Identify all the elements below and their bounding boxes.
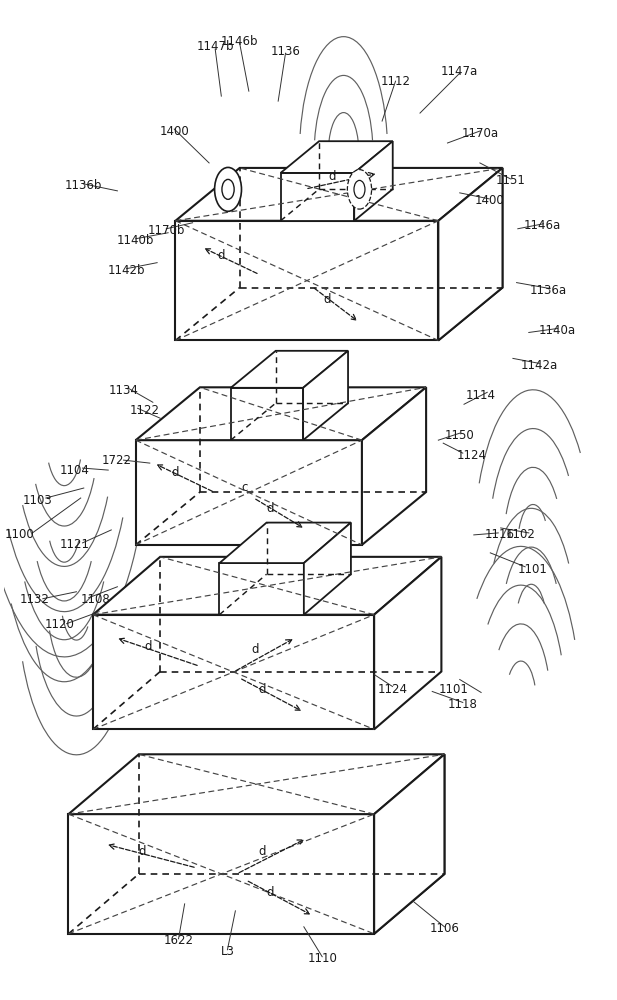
Text: d: d xyxy=(145,640,152,653)
Text: 1400: 1400 xyxy=(474,194,504,207)
Text: d: d xyxy=(172,466,179,479)
Text: 1142b: 1142b xyxy=(108,264,146,277)
Polygon shape xyxy=(93,557,441,615)
Polygon shape xyxy=(374,557,441,729)
Text: 1134: 1134 xyxy=(109,384,138,397)
Text: d: d xyxy=(252,643,259,656)
Circle shape xyxy=(347,170,371,209)
Polygon shape xyxy=(231,388,303,440)
Text: c: c xyxy=(241,481,247,494)
Text: 1108: 1108 xyxy=(81,593,111,606)
Text: 1722: 1722 xyxy=(101,454,131,467)
Text: 1150: 1150 xyxy=(445,429,474,442)
Polygon shape xyxy=(231,351,348,388)
Text: 1142a: 1142a xyxy=(521,359,558,372)
Circle shape xyxy=(222,179,234,199)
Text: 1112: 1112 xyxy=(381,75,410,88)
Text: 1102: 1102 xyxy=(506,528,536,541)
Text: d: d xyxy=(218,249,225,262)
Polygon shape xyxy=(362,387,426,545)
Text: 1106: 1106 xyxy=(429,922,460,935)
Text: 1622: 1622 xyxy=(164,934,194,947)
Polygon shape xyxy=(68,814,374,934)
Text: d: d xyxy=(138,845,146,858)
Text: 1147b: 1147b xyxy=(196,40,234,53)
Text: d: d xyxy=(267,886,274,899)
Text: 1114: 1114 xyxy=(466,389,496,402)
Text: 1100: 1100 xyxy=(5,528,35,541)
Polygon shape xyxy=(281,173,354,221)
Text: 1136: 1136 xyxy=(271,45,300,58)
Text: 1122: 1122 xyxy=(130,404,160,417)
Text: 1140b: 1140b xyxy=(117,234,154,247)
Polygon shape xyxy=(304,523,351,615)
Circle shape xyxy=(354,180,365,198)
Polygon shape xyxy=(354,141,393,221)
Polygon shape xyxy=(438,168,502,340)
Polygon shape xyxy=(220,563,304,615)
Polygon shape xyxy=(303,351,348,440)
Polygon shape xyxy=(136,440,362,545)
Text: 1146a: 1146a xyxy=(524,219,561,232)
Polygon shape xyxy=(281,141,393,173)
Text: d: d xyxy=(329,170,336,183)
Polygon shape xyxy=(374,754,444,934)
Text: 1400: 1400 xyxy=(159,125,189,138)
Text: d: d xyxy=(259,683,266,696)
Polygon shape xyxy=(175,168,502,221)
Circle shape xyxy=(215,167,241,211)
Text: 1120: 1120 xyxy=(44,618,74,631)
Polygon shape xyxy=(220,523,351,563)
Text: 1104: 1104 xyxy=(60,464,89,477)
Text: 1101: 1101 xyxy=(518,563,548,576)
Text: 1136a: 1136a xyxy=(530,284,567,297)
Polygon shape xyxy=(93,615,374,729)
Text: 1140a: 1140a xyxy=(539,324,576,337)
Text: 1147a: 1147a xyxy=(441,65,478,78)
Text: d: d xyxy=(267,502,274,515)
Text: 1121: 1121 xyxy=(60,538,89,551)
Text: 1124: 1124 xyxy=(378,683,407,696)
Text: 1146b: 1146b xyxy=(221,35,259,48)
Polygon shape xyxy=(438,168,502,340)
Text: d: d xyxy=(323,293,330,306)
Text: 1116: 1116 xyxy=(484,528,515,541)
Text: 1124: 1124 xyxy=(457,449,487,462)
Text: 1136b: 1136b xyxy=(65,179,102,192)
Text: 1170a: 1170a xyxy=(462,127,499,140)
Text: 1103: 1103 xyxy=(23,494,53,507)
Text: 1132: 1132 xyxy=(20,593,50,606)
Text: L3: L3 xyxy=(220,945,234,958)
Polygon shape xyxy=(374,754,444,934)
Text: d: d xyxy=(259,845,267,858)
Text: 1151: 1151 xyxy=(495,174,526,187)
Text: 1118: 1118 xyxy=(448,698,478,711)
Text: 1110: 1110 xyxy=(307,952,337,965)
Polygon shape xyxy=(136,387,426,440)
Text: 1170b: 1170b xyxy=(147,224,185,237)
Polygon shape xyxy=(175,221,438,340)
Text: 1101: 1101 xyxy=(439,683,468,696)
Polygon shape xyxy=(68,754,444,814)
